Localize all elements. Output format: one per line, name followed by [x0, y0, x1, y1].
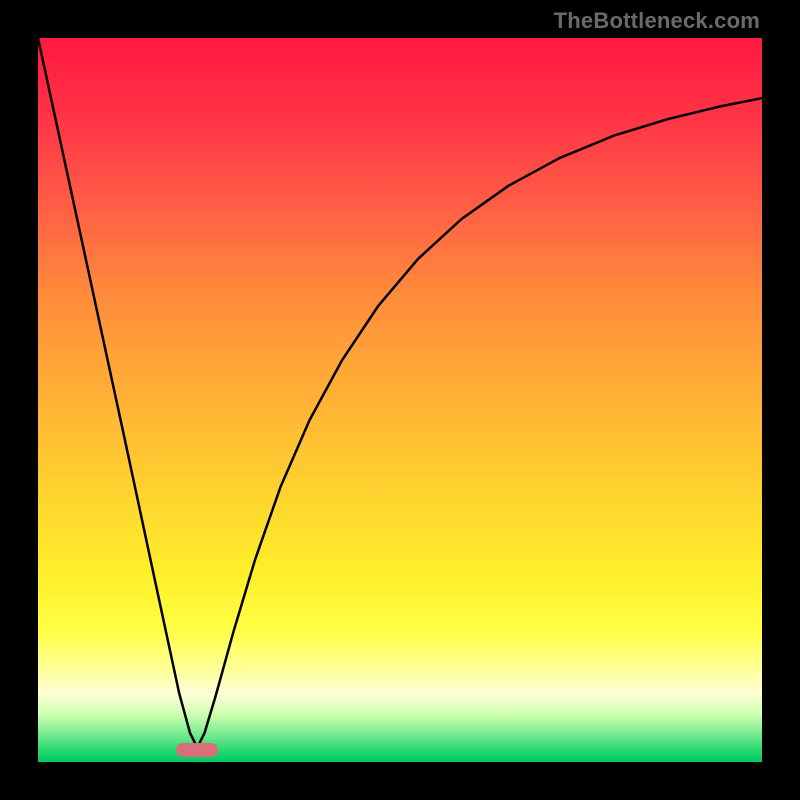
plot-area	[38, 38, 762, 762]
bottleneck-curve	[38, 38, 762, 748]
chart-container: TheBottleneck.com	[0, 0, 800, 800]
optimum-marker	[176, 743, 218, 757]
watermark-text: TheBottleneck.com	[554, 8, 760, 34]
curve-layer	[38, 38, 762, 762]
